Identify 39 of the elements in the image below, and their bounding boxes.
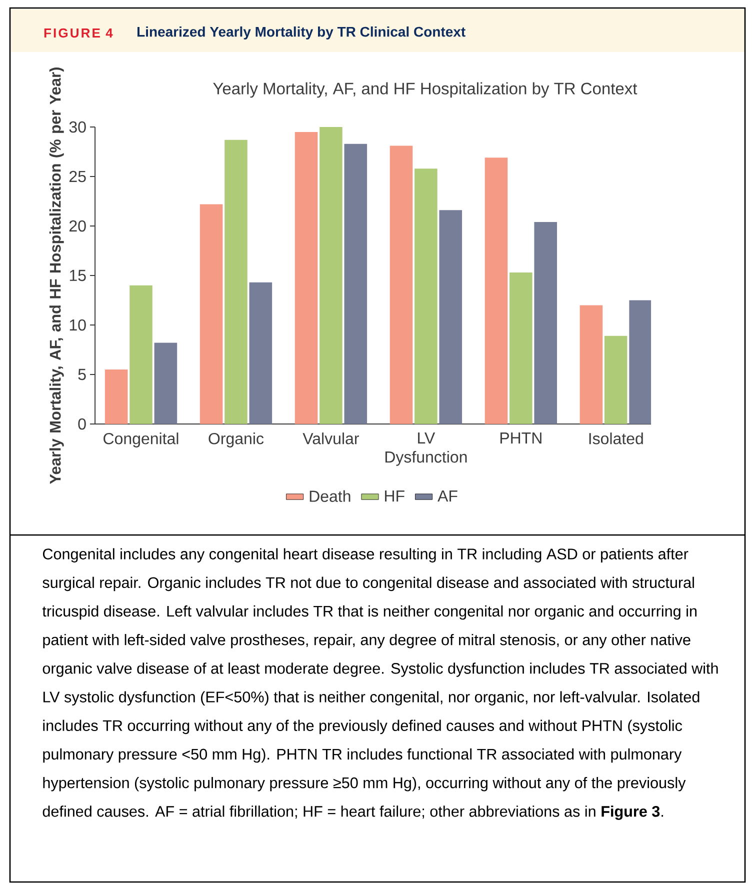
bar: [414, 168, 438, 424]
text: Congenital includes any congenital heart disease resulting in TR including ASD or patients after surgical repair. Organic includes TR not due to congenital disease and associated with structural tricuspid disease. Left valvular includes TR that is neither congenital nor organic and occurring in patient with left-sided valve prostheses, repair, any degree of mitral stenosis, or any other native organic valve disease of at least moderate degree. Systolic dysfunction includes TR associated with LV systolic dysfunction (EF<50%) that is neither congenital, nor organic, nor left-valvular. Isolated includes TR occurring without any of the previously defined causes and without PHTN (systolic pulmonary pressure <50 mm Hg). PHTN TR includes functional TR associated with pulmonary hypertension (systolic pulmonary pressure ≥50 mm Hg), occurring without any of the previously defined causes. AF = atrial fibrillation; HF = heart failure; other abbreviations as in Figure 3.: [42, 548, 718, 820]
bar: [249, 282, 272, 424]
y-tick-label: 30: [69, 121, 86, 133]
bar: [104, 370, 128, 424]
text: Linearized Yearly Mortality by TR Clinical Context: [137, 26, 466, 40]
bar: [320, 126, 342, 424]
legend-label: HF: [385, 490, 404, 502]
bar: [439, 210, 462, 424]
bar: [344, 144, 368, 424]
bar: [200, 204, 223, 424]
x-tick-label: LV Dysfunction: [385, 432, 467, 466]
y-axis-title: Yearly Mortality, AF, and HF Hospitalization (% per Year): [49, 68, 64, 484]
y-tick-label: 25: [70, 170, 86, 182]
bar: [224, 140, 248, 424]
bar: [629, 300, 652, 424]
x-tick-label: Organic: [208, 432, 264, 448]
chart-title: Yearly Mortality, AF, and HF Hospitalization by TR Context: [213, 82, 638, 98]
y-tick-label: 0: [78, 418, 86, 430]
caption: FIGURE 4: [44, 28, 113, 38]
bar: [154, 342, 178, 424]
bar: [390, 146, 413, 424]
bar: [510, 272, 532, 424]
y-tick-label: 15: [70, 270, 86, 282]
x-tick-label: PHTN: [500, 432, 542, 444]
y-tick-label: 20: [70, 220, 86, 232]
legend-label: Death: [310, 490, 350, 502]
bar: [294, 132, 318, 424]
y-tick-label: 5: [78, 368, 86, 380]
bar: [484, 158, 508, 424]
x-tick-label: Isolated: [589, 432, 643, 444]
y-tick-label: 10: [70, 319, 86, 331]
legend-label: AF: [438, 490, 458, 502]
bar: [580, 305, 603, 424]
bar: [130, 285, 152, 424]
bar: [604, 336, 628, 424]
x-tick-label: Valvular: [302, 432, 359, 444]
x-tick-label: Congenital: [104, 432, 178, 448]
bar: [534, 222, 558, 424]
